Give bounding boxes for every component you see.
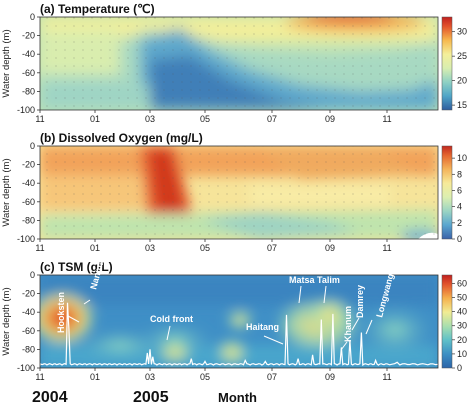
event-arrow-hooksten (67, 315, 80, 323)
temperature-colorbar-label: 25 (457, 51, 467, 61)
event-label-haitang: Haitang (246, 322, 279, 332)
event-arrow-longwang (365, 319, 373, 335)
tsm-colorbar-label: 10 (457, 349, 467, 359)
tsm-y-tick-label: -20 (22, 289, 35, 299)
temperature-x-tick-label: 03 (145, 114, 155, 124)
panel-a-title: (a) Temperature (℃) (40, 2, 155, 16)
temperature-y-tick-label: -80 (22, 86, 35, 96)
panel-dissolved-oxygen: (b) Dissolved Oxygen (mg/L) 11 01 03 05 07 09… (1, 131, 467, 253)
dissolved-oxygen-x-tick-label: 09 (325, 243, 335, 253)
event-label-hooksten: Hooksten (56, 292, 66, 333)
dissolved-oxygen-colorbar-label: 0 (457, 234, 462, 244)
event-label-talim: Talim (317, 275, 340, 285)
temperature-y-tick-label: -20 (22, 31, 35, 41)
dissolved-oxygen-x-tick-label: 01 (90, 243, 100, 253)
event-label-khanum: Khanum (343, 306, 353, 342)
dissolved-oxygen-y-tick-label: -40 (22, 178, 35, 188)
temperature-colorbar-label: 15 (457, 100, 467, 110)
dissolved-oxygen-colorbar-label: 10 (457, 153, 467, 163)
dissolved-oxygen-x-tick-label: 07 (267, 243, 277, 253)
event-label-damrey: Damrey (355, 285, 365, 318)
tsm-colorbar-label: 60 (457, 278, 467, 288)
dissolved-oxygen-colorbar-label: 4 (457, 202, 462, 212)
temperature-x-tick-label: 09 (325, 114, 335, 124)
tsm-y-axis-label: Water depth (m) (1, 287, 12, 355)
event-arrow-haitang (263, 335, 284, 345)
panel-b-title: (b) Dissolved Oxygen (mg/L) (40, 131, 203, 145)
temperature-colorbar-label: 30 (457, 27, 467, 37)
tsm-colorbar-label: 40 (457, 307, 467, 317)
dissolved-oxygen-y-tick-label: -20 (22, 160, 35, 170)
dissolved-oxygen-y-tick-label: -60 (22, 197, 35, 207)
temperature-y-tick-label: -100 (17, 105, 35, 115)
tsm-colorbar-label: 50 (457, 293, 467, 303)
panel-temperature: (a) Temperature (℃) 11 01 03 05 07 09 11 0 -20 -4… (1, 2, 467, 124)
dissolved-oxygen-x-tick-label: 11 (382, 243, 391, 253)
event-arrow-cold-front (166, 325, 171, 341)
tsm-y-tick-label: -40 (22, 307, 35, 317)
dissolved-oxygen-y-tick-label: -100 (17, 234, 35, 244)
dissolved-oxygen-x-tick-label: 03 (145, 243, 155, 253)
panel-c-title: (c) TSM (g/L) (40, 260, 113, 274)
tsm-colorbar-label: 0 (457, 363, 462, 373)
event-arrow-talim (323, 285, 327, 304)
temperature-x-tick-label: 01 (90, 114, 100, 124)
temperature-field (40, 17, 438, 110)
event-arrow-damrey (351, 317, 360, 331)
tsm-x-tick-label: 03 (145, 372, 155, 382)
temperature-x-tick-label: 11 (382, 114, 391, 124)
dissolved-oxygen-x-tick-label: 11 (35, 243, 44, 253)
temperature-x-tick-label: 11 (35, 114, 44, 124)
event-arrow-khanum (340, 341, 348, 351)
bottom-tsm-series (40, 302, 438, 367)
tsm-x-tick-label: 05 (200, 372, 210, 382)
tsm-colorbar-label: 20 (457, 335, 467, 345)
event-arrow-nanmadol (83, 299, 91, 305)
temperature-y-tick-label: -40 (22, 49, 35, 59)
tsm-colorbar-label: 30 (457, 321, 467, 331)
dissolved-oxygen-y-tick-label: -80 (22, 215, 35, 225)
tsm-y-tick-label: -100 (17, 363, 35, 373)
tsm-x-tick-label: 11 (382, 372, 391, 382)
panel-tsm: (c) TSM (g/L) 11 01 03 05 07 09 11 0 -20 -40 -60 -8… (1, 246, 467, 382)
dissolved-oxygen-colorbar-label: 6 (457, 185, 462, 195)
tsm-x-tick-label: 09 (325, 372, 335, 382)
dissolved-oxygen-y-tick-label: 0 (30, 141, 35, 151)
colorbar-temperature (441, 16, 453, 111)
colorbar-tsm (441, 274, 453, 369)
tsm-x-tick-label: 01 (90, 372, 100, 382)
dissolved-oxygen-colorbar-label: 2 (457, 218, 462, 228)
temperature-y-axis-label: Water depth (m) (1, 29, 12, 97)
temperature-y-tick-label: 0 (30, 12, 35, 22)
year-label-2004: 2004 (32, 389, 68, 406)
dissolved-oxygen-field (40, 146, 438, 239)
tsm-y-tick-label: -60 (22, 326, 35, 336)
event-arrow-matsa (298, 285, 302, 304)
colorbar-dissolved-oxygen (441, 145, 453, 240)
year-label-2005: 2005 (133, 389, 169, 406)
event-label-cold-front: Cold front (150, 314, 193, 324)
tsm-x-tick-label: 07 (267, 372, 277, 382)
dissolved-oxygen-y-axis-label: Water depth (m) (1, 158, 12, 226)
temperature-x-tick-label: 07 (267, 114, 277, 124)
month-axis-label: Month (218, 390, 257, 405)
tsm-x-tick-label: 11 (35, 372, 44, 382)
temperature-y-tick-label: -60 (22, 68, 35, 78)
temperature-x-tick-label: 05 (200, 114, 210, 124)
event-label-matsa: Matsa (289, 275, 316, 285)
temperature-colorbar-label: 20 (457, 76, 467, 86)
tsm-y-tick-label: -80 (22, 344, 35, 354)
tsm-field (40, 275, 438, 368)
dissolved-oxygen-x-tick-label: 05 (200, 243, 210, 253)
dissolved-oxygen-colorbar-label: 8 (457, 169, 462, 179)
tsm-y-tick-label: 0 (30, 270, 35, 280)
